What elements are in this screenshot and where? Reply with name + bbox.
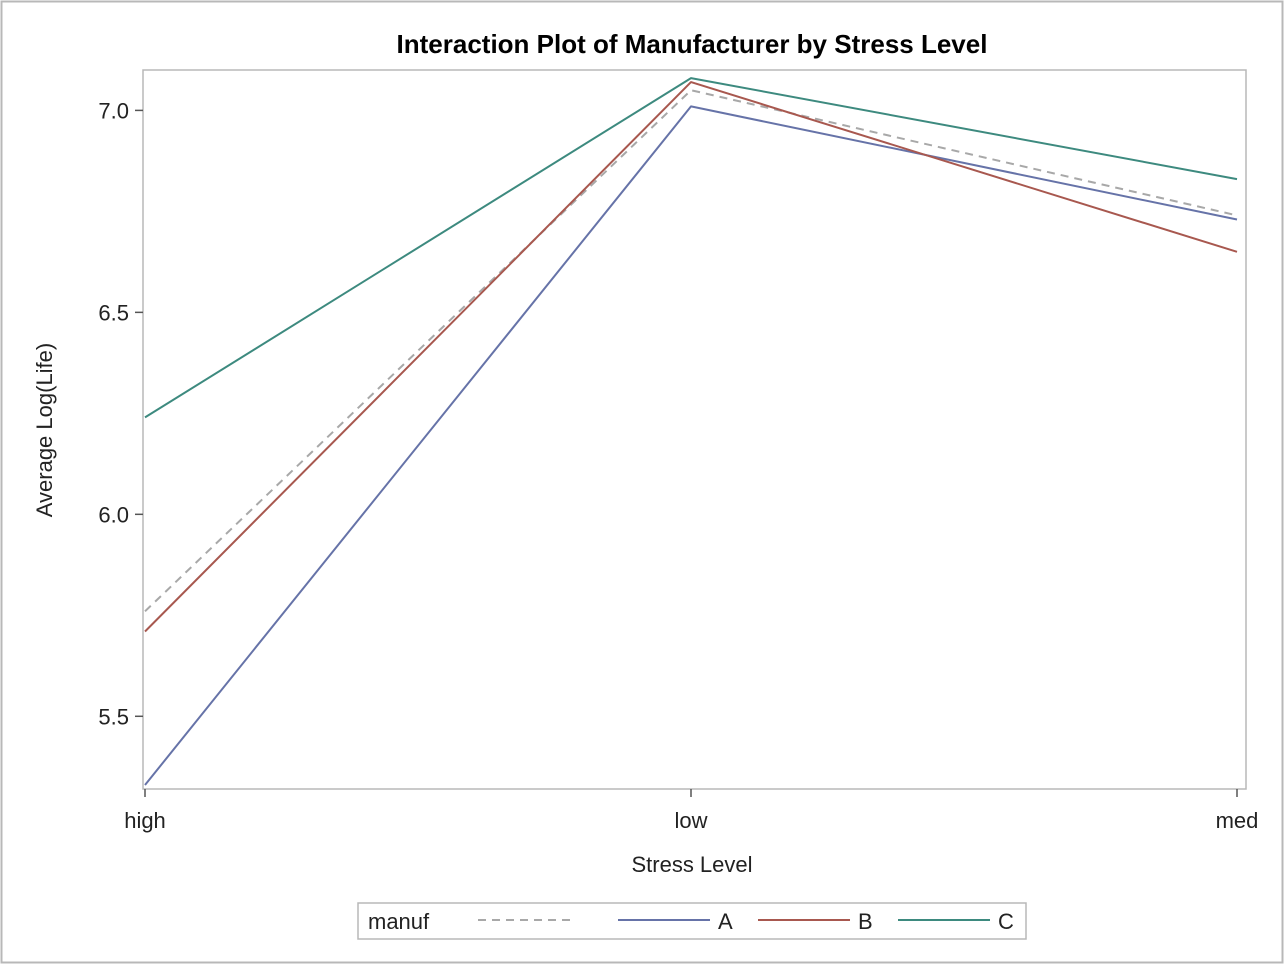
series-lines <box>144 77 1238 786</box>
y-tick-label: 6.5 <box>98 300 129 325</box>
x-axis: high low med <box>124 789 1258 833</box>
y-axis: 5.5 6.0 6.5 7.0 <box>98 98 143 729</box>
series-line-c <box>144 77 1238 419</box>
x-tick-label: low <box>674 808 707 833</box>
legend-label: C <box>998 909 1014 934</box>
series-line-b <box>144 81 1238 633</box>
x-axis-label: Stress Level <box>631 852 752 877</box>
series-line-a <box>144 105 1238 786</box>
y-tick-label: 7.0 <box>98 98 129 123</box>
chart-title: Interaction Plot of Manufacturer by Stre… <box>397 29 988 59</box>
plot-area <box>142 69 1247 790</box>
y-axis-label: Average Log(Life) <box>32 343 57 518</box>
legend-label: A <box>718 909 733 934</box>
x-tick-label: med <box>1216 808 1259 833</box>
legend-label: B <box>858 909 873 934</box>
y-tick-label: 5.5 <box>98 704 129 729</box>
y-tick-label: 6.0 <box>98 502 129 527</box>
x-tick-label: high <box>124 808 166 833</box>
legend-title: manuf <box>368 909 430 934</box>
legend: manuf A B C <box>357 902 1027 940</box>
legend-items: A B C <box>478 909 1014 934</box>
